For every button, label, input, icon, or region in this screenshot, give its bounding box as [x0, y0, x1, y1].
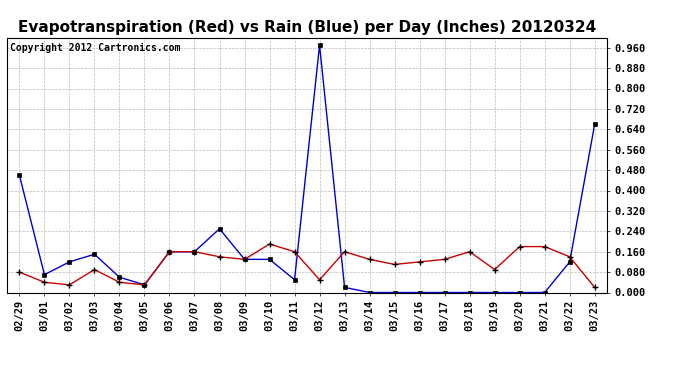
Title: Evapotranspiration (Red) vs Rain (Blue) per Day (Inches) 20120324: Evapotranspiration (Red) vs Rain (Blue) …	[18, 20, 596, 35]
Text: Copyright 2012 Cartronics.com: Copyright 2012 Cartronics.com	[10, 43, 180, 52]
